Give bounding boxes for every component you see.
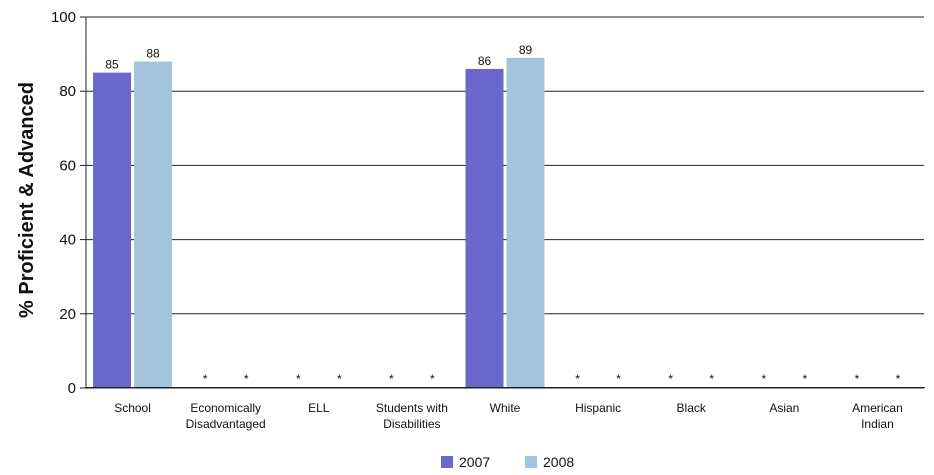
category-label: Economically [190,401,261,415]
data-labels: 85 88 * * * * * * 86 89 * * * * * * * * [105,43,900,386]
category-label: Students with [376,401,448,415]
bar-2007 [465,68,504,388]
data-label-2007: 86 [478,54,492,68]
legend-label-2008: 2008 [543,454,574,470]
data-label-2007: * [389,372,394,386]
data-label-2008: * [616,372,621,386]
data-label-2007: 85 [105,58,119,72]
y-tick-label: 20 [59,306,76,323]
category-label: Asian [769,401,799,415]
bar-2008 [506,57,545,389]
data-label-2008: * [802,372,807,386]
data-label-2007: * [668,372,673,386]
category-label: ELL [308,401,330,415]
legend-swatch-2007 [441,456,453,468]
data-label-2008: * [430,372,435,386]
category-label: Hispanic [575,401,621,415]
bar-2007 [93,72,132,389]
data-label-2008: 88 [146,47,160,61]
legend-swatch-2008 [525,456,537,468]
data-label-2007: * [575,372,580,386]
category-label: American [852,401,903,415]
data-label-2008: * [896,372,901,386]
data-label-2007: * [203,372,208,386]
y-tick-label: 60 [59,157,76,174]
gridlines [86,16,924,315]
category-label: White [490,401,521,415]
data-label-2008: 89 [519,43,533,57]
bar-2008 [134,61,173,389]
category-labels: School Economically Disadvantaged ELL Studen… [114,401,903,431]
legend: 2007 2008 [441,454,574,470]
y-axis-label: % Proficient & Advanced [16,82,38,318]
legend-label-2007: 2007 [459,454,490,470]
data-label-2008: * [244,372,249,386]
y-tick-labels: 0 20 40 60 80 100 [51,9,76,397]
data-label-2008: * [709,372,714,386]
y-tick-label: 100 [51,9,76,26]
category-label: Disabilities [383,417,440,431]
category-label: Indian [861,417,894,431]
y-tick-label: 80 [59,83,76,100]
data-label-2008: * [337,372,342,386]
category-label: School [114,401,151,415]
data-label-2007: * [855,372,860,386]
bars [93,57,545,389]
data-label-2007: * [761,372,766,386]
category-label: Disadvantaged [186,417,266,431]
data-label-2007: * [296,372,301,386]
axes [80,16,925,389]
category-label: Black [677,401,707,415]
y-tick-label: 40 [59,232,76,249]
y-tick-label: 0 [68,380,76,397]
